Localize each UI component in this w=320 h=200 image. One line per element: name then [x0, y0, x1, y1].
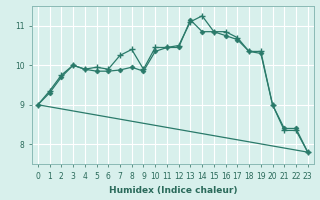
X-axis label: Humidex (Indice chaleur): Humidex (Indice chaleur) — [108, 186, 237, 195]
